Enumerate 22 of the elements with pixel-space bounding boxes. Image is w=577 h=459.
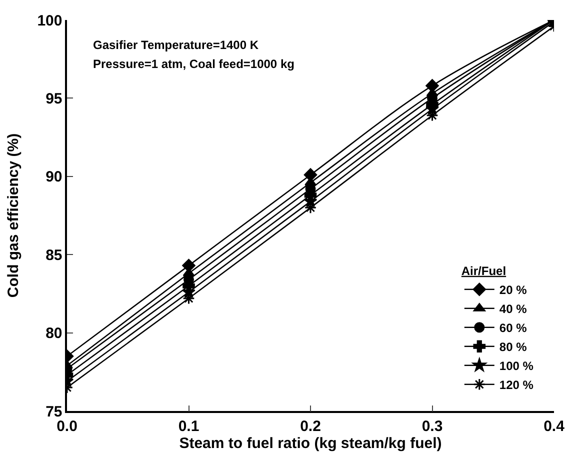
- legend-title: Air/Fuel: [461, 264, 506, 278]
- legend-label: 40 %: [499, 302, 528, 316]
- annotation: Gasifier Temperature=1400 K: [93, 38, 259, 52]
- legend-label: 20 %: [499, 283, 528, 298]
- x-axis-title: Steam to fuel ratio (kg steam/kg fuel): [179, 434, 442, 452]
- annotation: Pressure=1 atm, Coal feed=1000 kg: [93, 57, 294, 71]
- x-tick-label: 0.2: [300, 418, 321, 435]
- x-tick-label: 0.0: [56, 418, 78, 435]
- y-tick-label: 95: [46, 90, 62, 108]
- y-tick-label: 75: [46, 403, 62, 420]
- legend-label: 60 %: [499, 321, 528, 336]
- legend-label: 80 %: [499, 340, 528, 354]
- legend-label: 100 %: [499, 359, 534, 374]
- y-tick-label: 80: [46, 325, 62, 342]
- y-axis-title: Cold gas efficiency (%): [4, 133, 22, 298]
- x-tick-label: 0.3: [422, 418, 443, 435]
- x-tick-label: 0.1: [178, 418, 200, 435]
- y-tick-label: 85: [46, 246, 62, 264]
- y-tick-label: 100: [37, 12, 62, 30]
- legend-label: 120 %: [499, 378, 534, 392]
- y-tick-label: 90: [46, 168, 62, 186]
- x-tick-label: 0.4: [544, 418, 566, 435]
